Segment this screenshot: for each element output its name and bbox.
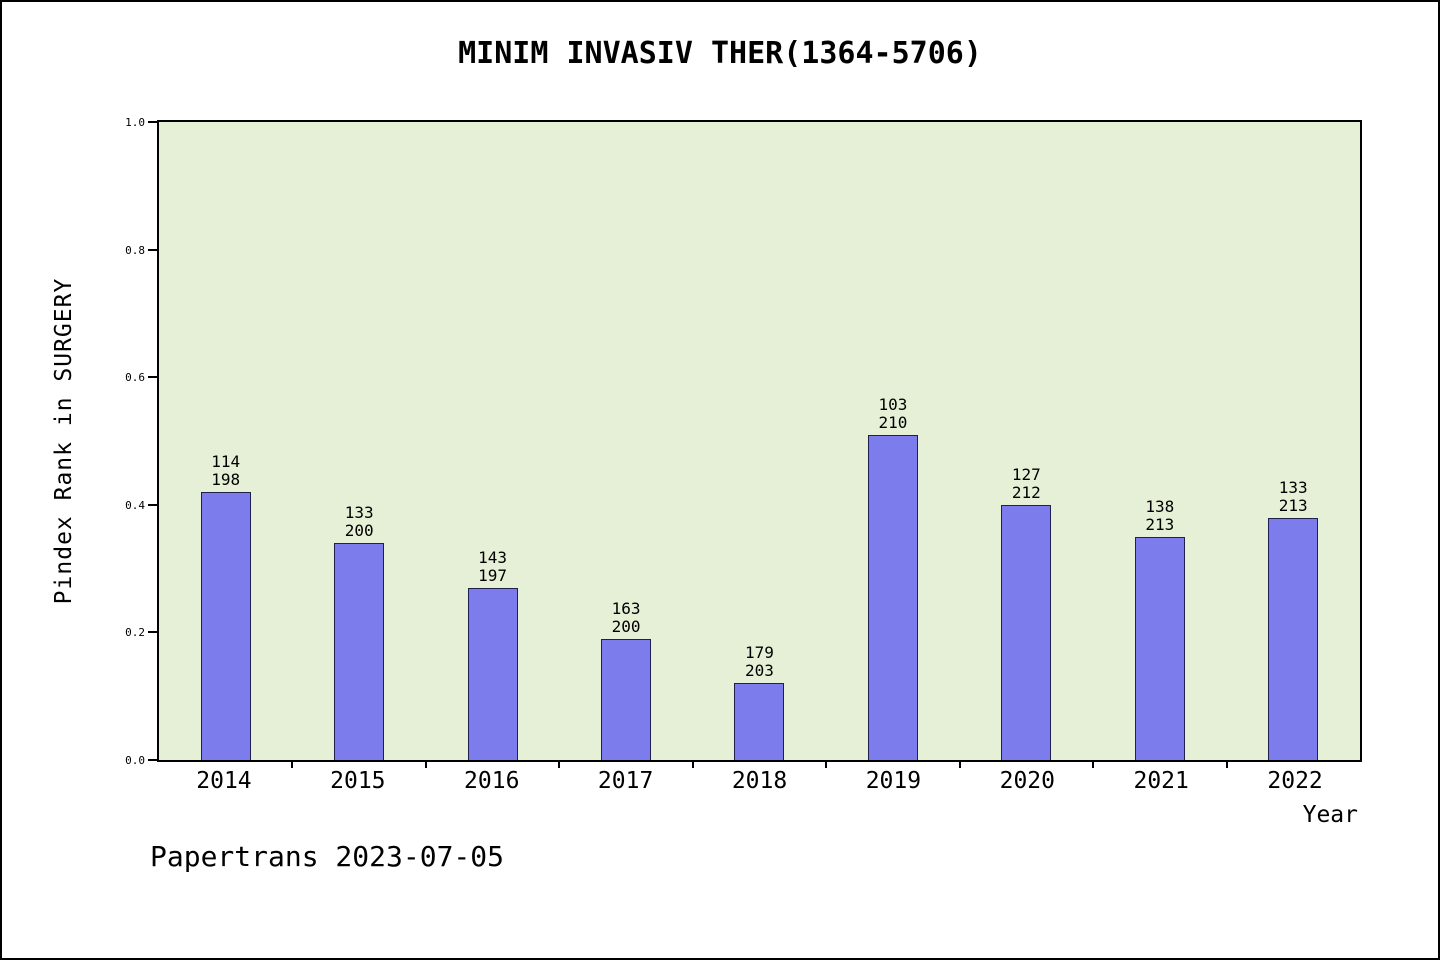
- bar-value-label: 127 212: [1011, 464, 1041, 502]
- x-tick-mark: [1092, 760, 1095, 768]
- x-tick-label-2017: 2017: [597, 768, 654, 794]
- x-axis-labels: 2014 2015 2016 2017 2018 2019 2020 2021 2022: [157, 768, 1362, 794]
- bar-value-line: 212: [1011, 482, 1041, 502]
- y-tick-label: 0.6: [125, 371, 145, 385]
- y-tick-mark: [148, 376, 157, 379]
- plot-area: 114 198 133 200 143 197 163 200 179 203 103 210 127 2…: [125, 116, 1362, 768]
- x-tick-mark: [1225, 760, 1228, 768]
- bar-value-label: 133 213: [1278, 477, 1308, 515]
- bar-2015: [334, 543, 385, 760]
- x-tick-label-2018: 2018: [731, 768, 788, 794]
- bar-2018: [734, 683, 785, 760]
- bar-slot: 163 200: [559, 122, 692, 760]
- x-axis-title: Year: [1302, 802, 1358, 828]
- bar-2019: [867, 434, 918, 760]
- bar-value-label: 163 200: [611, 598, 641, 636]
- bar-value-label: 103 210: [878, 394, 908, 432]
- bar-slot: 114 198: [159, 122, 292, 760]
- y-tick-label: 0.2: [125, 626, 145, 640]
- bar-value-line: 143: [478, 547, 508, 567]
- x-tick-label-2019: 2019: [865, 768, 922, 794]
- bar-value-line: 179: [745, 643, 774, 663]
- bar-2014: [200, 492, 251, 760]
- y-tick-label: 0.4: [125, 498, 145, 512]
- bar-slot: 133 213: [1227, 122, 1360, 760]
- bar-value-line: 198: [211, 470, 241, 490]
- chart-title: MINIM INVASIV THER(1364-5706): [458, 36, 982, 71]
- bar-value-line: 200: [344, 521, 374, 541]
- x-tick-mark: [825, 760, 828, 768]
- y-tick-mark: [148, 631, 157, 634]
- bar-value-line: 163: [611, 598, 641, 618]
- x-tick-mark: [558, 760, 561, 768]
- bar-value-line: 203: [745, 661, 774, 681]
- x-tick-label-2022: 2022: [1267, 768, 1323, 794]
- bar-value-line: 200: [611, 616, 641, 636]
- bar-slot: 133 200: [292, 122, 425, 760]
- x-tick-mark: [424, 760, 427, 768]
- bar-value-line: 210: [878, 412, 908, 432]
- x-tick-label-2014: 2014: [196, 768, 252, 794]
- bar-value-label: 143 197: [478, 547, 508, 585]
- bar-2017: [601, 638, 652, 760]
- x-tick-mark: [291, 760, 294, 768]
- bar-2016: [467, 587, 518, 760]
- bar-value-label: 138 213: [1145, 496, 1175, 534]
- bar-slot: 127 212: [960, 122, 1093, 760]
- bar-slot: 103 210: [826, 122, 959, 760]
- y-axis-label: Pindex Rank in SURGERY: [51, 277, 77, 605]
- bar-value-line: 114: [211, 452, 241, 472]
- bars: 114 198 133 200 143 197 163 200 179 203 103 210 127 2…: [159, 122, 1360, 760]
- x-tick-mark: [691, 760, 694, 768]
- x-tick-label-2020: 2020: [999, 768, 1055, 794]
- watermark-text: Papertrans 2023-07-05: [150, 840, 505, 873]
- bar-slot: 179 203: [693, 122, 826, 760]
- bar-value-line: 197: [478, 565, 508, 585]
- bar-value-label: 133 200: [345, 504, 374, 540]
- y-tick-label: 1.0: [125, 116, 145, 129]
- bar-value-line: 133: [344, 503, 374, 523]
- y-tick-mark: [148, 121, 157, 123]
- bar-value-label: 179 203: [745, 644, 774, 680]
- y-tick-label: 0.8: [125, 243, 145, 257]
- bar-2020: [1001, 504, 1052, 760]
- x-tick-label-2021: 2021: [1133, 768, 1189, 794]
- bar-2022: [1268, 517, 1319, 760]
- x-tick-label-2016: 2016: [464, 768, 520, 794]
- y-tick-mark: [148, 503, 157, 506]
- bar-value-line: 133: [1278, 477, 1308, 497]
- x-tick-mark: [958, 760, 961, 768]
- bar-slot: 138 213: [1093, 122, 1226, 760]
- bar-value-label: 114 198: [211, 453, 240, 489]
- bar-value-line: 213: [1278, 495, 1308, 515]
- bar-value-line: 213: [1145, 514, 1175, 534]
- bar-value-line: 103: [878, 394, 908, 414]
- y-tick-mark: [148, 759, 157, 761]
- y-tick-mark: [148, 248, 157, 251]
- y-tick-label: 0.0: [125, 754, 145, 767]
- bar-value-line: 127: [1011, 464, 1041, 484]
- bar-slot: 143 197: [426, 122, 559, 760]
- bar-2021: [1134, 536, 1185, 760]
- bar-value-line: 138: [1145, 496, 1175, 516]
- x-tick-label-2015: 2015: [330, 768, 386, 794]
